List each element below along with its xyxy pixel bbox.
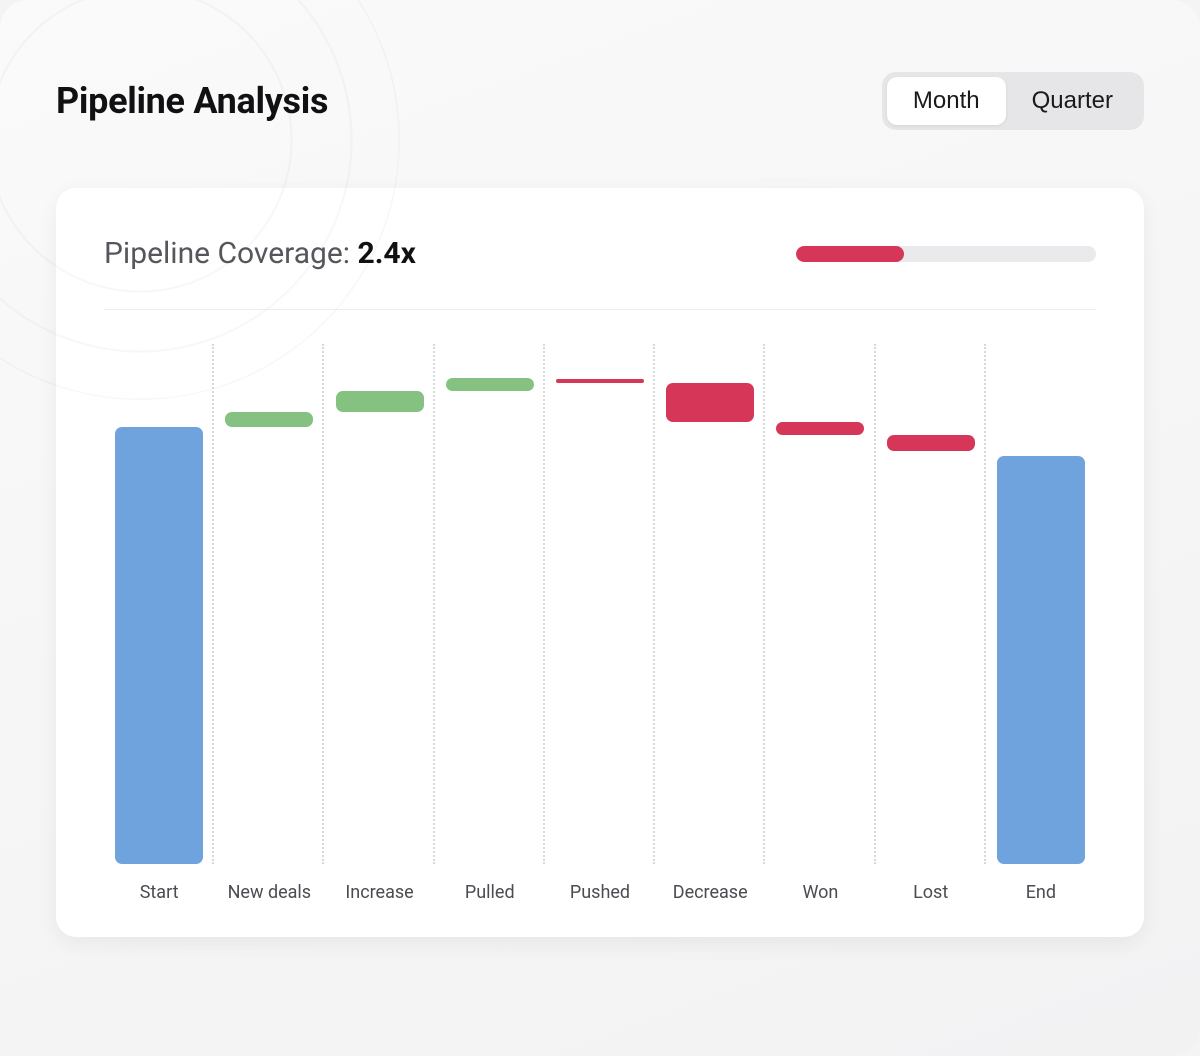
time-range-segmented-control: Month Quarter [882, 72, 1144, 130]
waterfall-column [765, 344, 875, 864]
waterfall-column [214, 344, 324, 864]
coverage-progress-fill [796, 246, 904, 262]
waterfall-column [104, 344, 214, 864]
header-row: Pipeline Analysis Month Quarter [56, 72, 1144, 130]
waterfall-column [545, 344, 655, 864]
waterfall-label: New deals [214, 882, 324, 903]
waterfall-bar-decrease [666, 383, 754, 422]
waterfall-bar-lost [887, 435, 975, 451]
coverage-label: Pipeline Coverage: [104, 236, 358, 271]
pipeline-chart-card: Pipeline Coverage: 2.4x StartNew dealsIn… [56, 188, 1144, 937]
waterfall-bar-increase [336, 391, 424, 412]
waterfall-label: Increase [324, 882, 434, 903]
card-header-row: Pipeline Coverage: 2.4x [104, 236, 1096, 310]
waterfall-label: Pushed [545, 882, 655, 903]
waterfall-bar-start [115, 427, 203, 864]
coverage-progress-bar [796, 246, 1096, 262]
waterfall-bar-pushed [556, 379, 644, 383]
waterfall-column [986, 344, 1096, 864]
dashboard-outer-card: Pipeline Analysis Month Quarter Pipeline… [0, 0, 1200, 1056]
waterfall-chart-labels: StartNew dealsIncreasePulledPushedDecrea… [104, 882, 1096, 903]
waterfall-column [324, 344, 434, 864]
waterfall-column [876, 344, 986, 864]
waterfall-label: Pulled [435, 882, 545, 903]
waterfall-label: Lost [876, 882, 986, 903]
segment-month-button[interactable]: Month [887, 77, 1006, 125]
waterfall-bar-won [776, 422, 864, 435]
waterfall-column [435, 344, 545, 864]
waterfall-bar-new-deals [225, 412, 313, 428]
coverage-value: 2.4x [358, 236, 416, 271]
waterfall-label: End [986, 882, 1096, 903]
pipeline-coverage-text: Pipeline Coverage: 2.4x [104, 236, 416, 271]
waterfall-label: Start [104, 882, 214, 903]
waterfall-label: Won [765, 882, 875, 903]
waterfall-bar-end [997, 456, 1085, 864]
waterfall-chart-area [104, 344, 1096, 864]
waterfall-bar-pulled [446, 378, 534, 391]
segment-quarter-button[interactable]: Quarter [1006, 77, 1139, 125]
waterfall-label: Decrease [655, 882, 765, 903]
waterfall-column [655, 344, 765, 864]
page-title: Pipeline Analysis [56, 80, 328, 122]
